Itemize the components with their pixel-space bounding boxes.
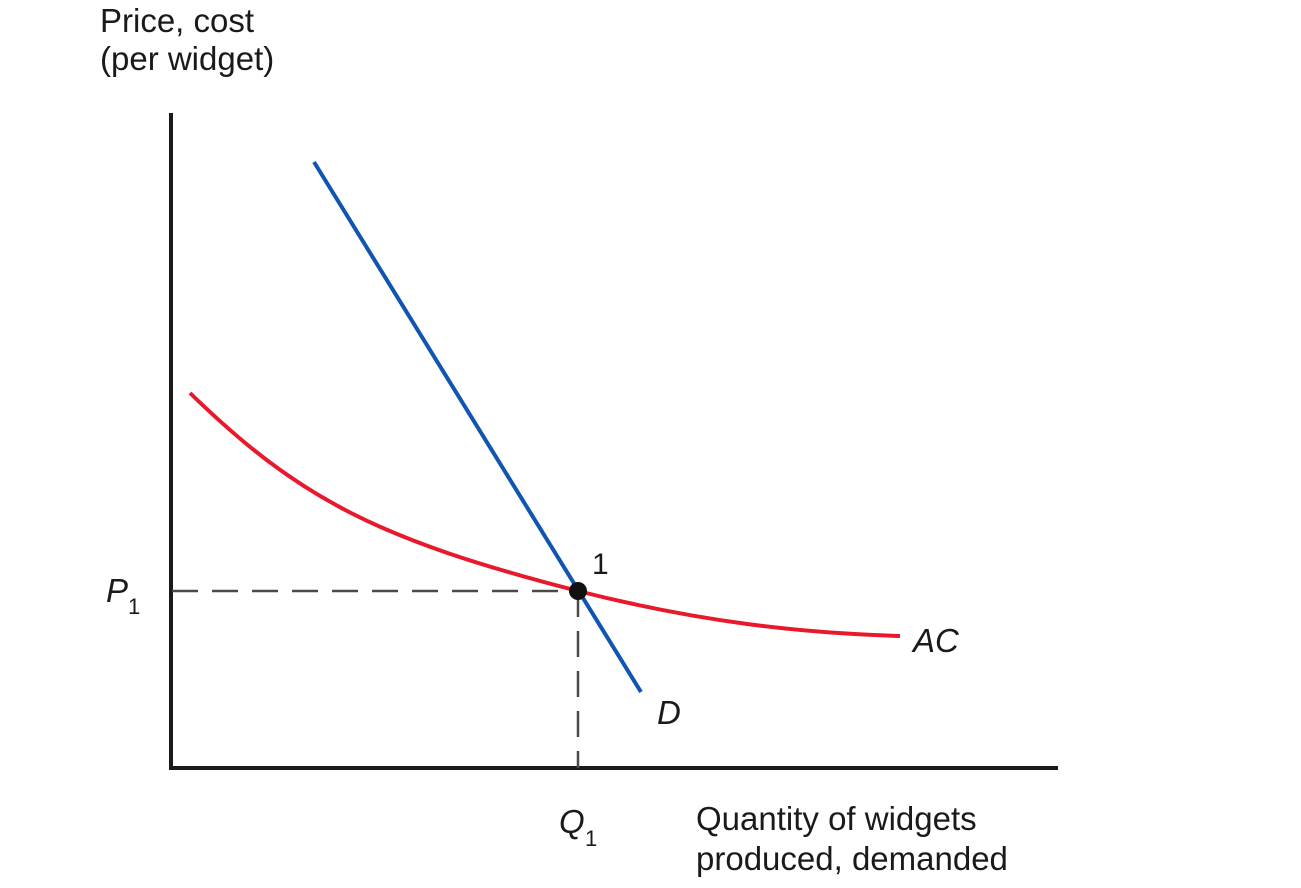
- ac-series-label: AC: [911, 622, 960, 659]
- x-axis-label-line-2: produced, demanded: [696, 840, 1008, 877]
- ac-curve: [188, 391, 901, 638]
- d-series-label: D: [657, 694, 681, 731]
- quantity-tick-subscript: 1: [585, 826, 597, 851]
- intersection-point: [569, 582, 587, 600]
- y-axis-label-line-1: Price, cost: [100, 2, 255, 39]
- price-tick-label: P: [106, 572, 128, 609]
- point-label: 1: [592, 548, 609, 581]
- quantity-tick-label: Q: [559, 803, 585, 840]
- y-axis-label-line-2: (per widget): [100, 40, 275, 77]
- x-axis-label: Quantity of widgets produced, demanded: [696, 799, 1008, 879]
- y-axis-label: Price, cost (per widget): [100, 2, 274, 78]
- price-tick-subscript: 1: [128, 594, 140, 619]
- demand-line: [312, 160, 643, 694]
- x-axis-label-line-1: Quantity of widgets: [696, 800, 977, 837]
